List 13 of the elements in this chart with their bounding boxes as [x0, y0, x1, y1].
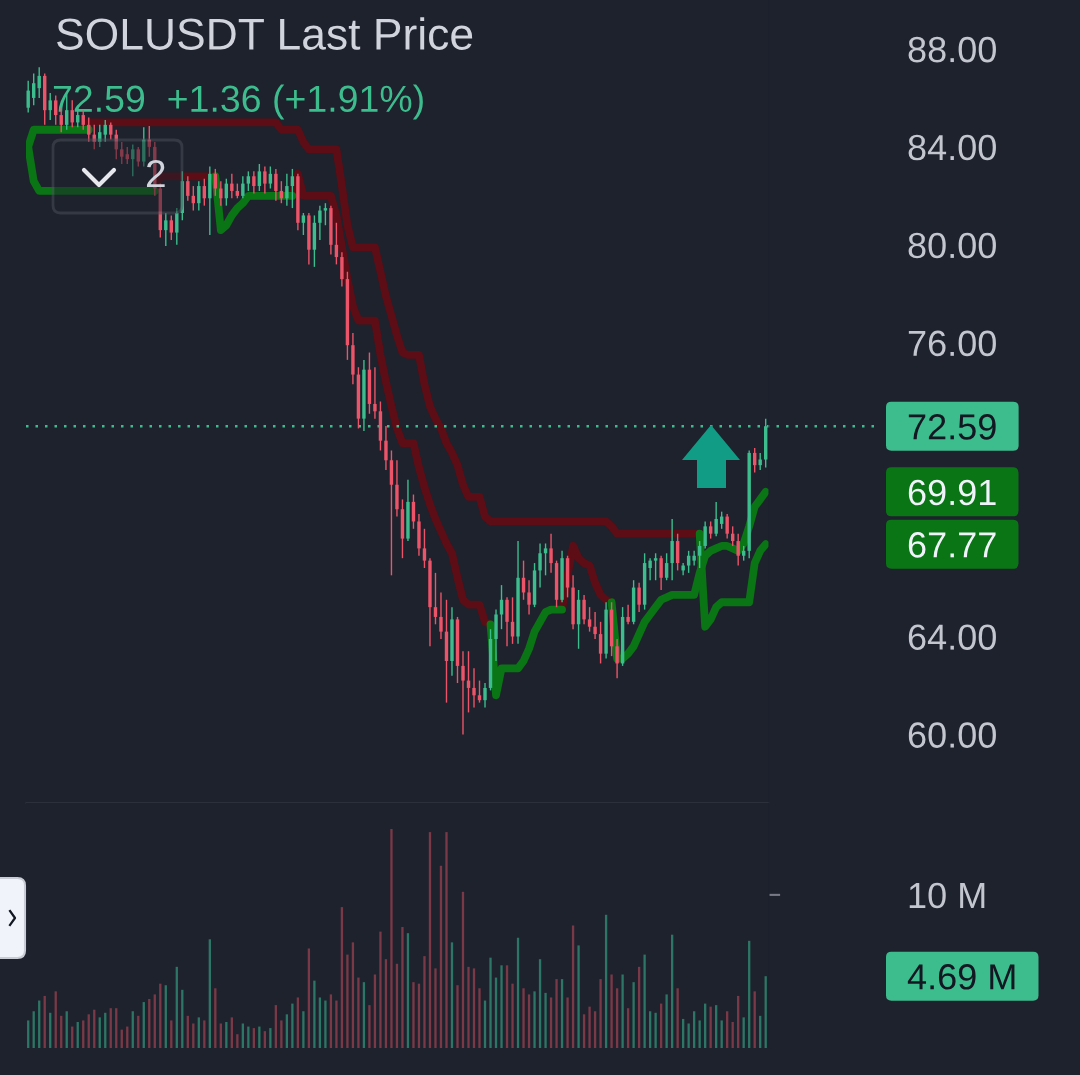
ref-line-label: 72.59 — [908, 414, 996, 440]
y-tick-label: 80.00 — [908, 232, 996, 259]
annotation: 2 — [146, 159, 165, 188]
chart-title: SOLUSDT Last Price — [57, 17, 473, 50]
text: 4.69 M — [907, 964, 1015, 990]
y-tick-label: 10 M — [909, 882, 985, 909]
y-tick-label: 88.00 — [908, 36, 996, 63]
y-tick-label: 76.00 — [908, 330, 996, 357]
text: 69.91 — [908, 479, 996, 506]
y-tick-label: 60.00 — [908, 722, 996, 748]
y-tick-label: 64.00 — [908, 624, 996, 650]
y-tick-label: 84.00 — [908, 134, 996, 161]
text: 67.77 — [908, 532, 996, 558]
